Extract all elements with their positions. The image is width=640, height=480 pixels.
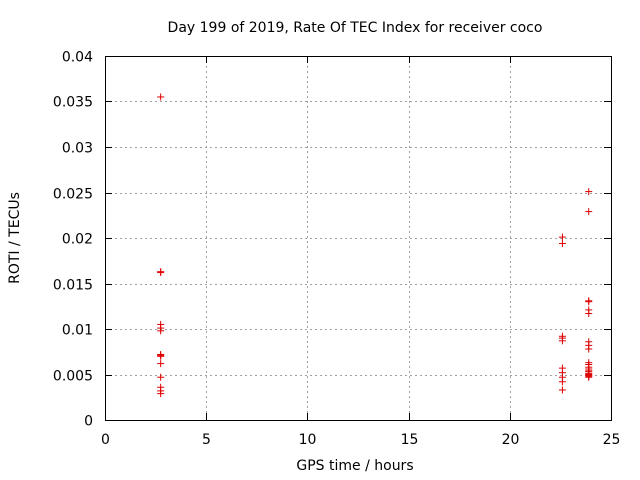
- x-tick-label: 20: [502, 432, 520, 448]
- y-tick-label: 0: [84, 414, 93, 430]
- data-point: [157, 269, 165, 277]
- chart-title: Day 199 of 2019, Rate Of TEC Index for r…: [168, 20, 543, 36]
- data-point: [157, 93, 165, 101]
- data-point: [157, 373, 165, 381]
- data-point: [585, 310, 593, 318]
- y-tick-label: 0.04: [62, 50, 93, 66]
- tick-marks: [105, 56, 612, 421]
- grid-lines: [105, 56, 611, 420]
- data-point: [585, 298, 593, 306]
- data-point: [558, 386, 566, 394]
- y-tick-label: 0.025: [53, 187, 93, 203]
- data-point: [585, 373, 593, 381]
- data-point: [157, 360, 165, 368]
- data-points: [157, 93, 593, 398]
- x-tick-label: 15: [401, 432, 419, 448]
- x-tick-label: 10: [299, 432, 317, 448]
- data-point: [157, 352, 165, 360]
- y-axis-label: ROTI / TECUs: [7, 192, 23, 284]
- x-tick-label: 0: [101, 432, 110, 448]
- data-point: [558, 378, 566, 386]
- data-point: [585, 345, 593, 353]
- x-tick-label: 5: [202, 432, 211, 448]
- y-tick-label: 0.03: [62, 141, 93, 157]
- data-point: [558, 239, 566, 247]
- x-tick-label: 25: [603, 432, 621, 448]
- y-tick-label: 0.005: [53, 369, 93, 385]
- data-point: [558, 337, 566, 345]
- y-tick-label: 0.02: [62, 232, 93, 248]
- data-point: [157, 390, 165, 398]
- y-tick-label: 0.015: [53, 278, 93, 294]
- data-point: [558, 233, 566, 241]
- y-tick-label: 0.01: [62, 323, 93, 339]
- data-point: [585, 188, 593, 196]
- tick-labels: 0 5 10 15 20 25 0 0.005 0.01 0.015 0.02 0.025 0.03 0.…: [53, 50, 621, 449]
- x-axis-label: GPS time / hours: [296, 458, 413, 474]
- data-point: [157, 327, 165, 335]
- y-tick-label: 0.035: [53, 95, 93, 111]
- data-point: [585, 208, 593, 216]
